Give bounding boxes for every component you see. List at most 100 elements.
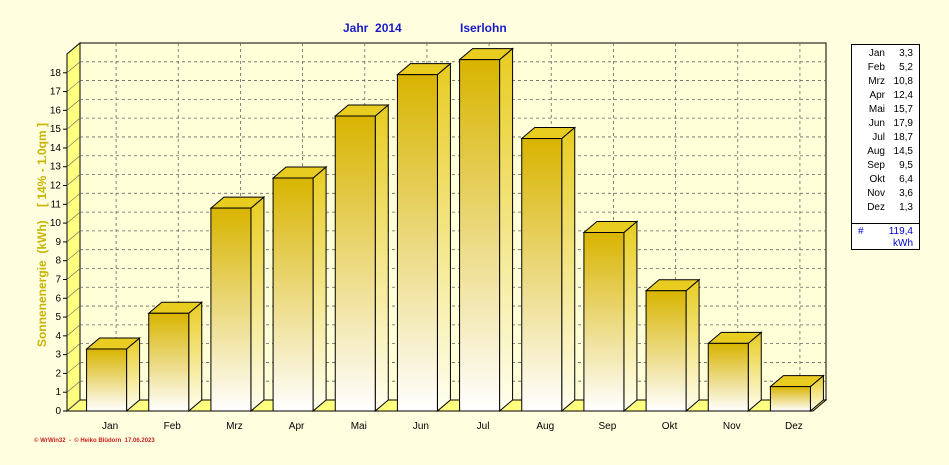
bar-side — [250, 195, 265, 413]
legend-row: Nov 3,6 — [852, 188, 919, 202]
chart-title-location: Iserlohn — [460, 21, 507, 35]
bar-side — [685, 278, 700, 413]
y-grid-wall-line — [66, 117, 81, 130]
x-tick-label: Apr — [289, 421, 305, 432]
legend-row: Aug 14,5 — [852, 146, 919, 160]
y-tick-label: 12 — [50, 181, 62, 192]
bar — [86, 348, 128, 412]
y-tick-label: 16 — [50, 105, 62, 116]
legend-month: Aug — [867, 146, 885, 157]
y-grid-wall-line — [66, 136, 81, 149]
bar — [645, 290, 687, 412]
legend-row: Apr 12,4 — [852, 90, 919, 104]
bar — [148, 312, 190, 412]
legend-value: 10,8 — [893, 76, 913, 87]
legend-month: Feb — [867, 62, 885, 73]
plot-back-wall — [79, 42, 827, 401]
y-tick-label: 2 — [55, 368, 61, 379]
legend-month: Okt — [869, 174, 885, 185]
y-tick-label: 6 — [55, 293, 61, 304]
y-tick-label: 8 — [55, 256, 61, 267]
legend-month: Apr — [869, 90, 885, 101]
y-tick-label: 18 — [50, 68, 62, 79]
chart-title-year: Jahr 2014 — [343, 21, 402, 35]
legend-month: Jul — [872, 132, 885, 143]
x-tick-label: Mai — [351, 421, 367, 432]
bar-side — [374, 103, 389, 413]
legend-row: Mai 15,7 — [852, 104, 919, 118]
bar-side — [499, 47, 514, 413]
bar — [210, 207, 252, 412]
legend-value: 3,6 — [899, 188, 913, 199]
legend-row: Jul 18,7 — [852, 132, 919, 146]
legend-month: Nov — [867, 188, 885, 199]
x-tick-label: Jun — [413, 421, 429, 432]
y-grid-wall-line — [66, 249, 81, 261]
x-tick-label: Aug — [536, 421, 554, 432]
legend-row: Mrz 10,8 — [852, 76, 919, 90]
x-tick-label: Dez — [785, 421, 803, 432]
x-tick-label: Jan — [102, 421, 118, 432]
y-grid-wall-line — [66, 193, 81, 205]
legend-value: 1,3 — [899, 202, 913, 213]
legend-total-symbol: # — [858, 226, 864, 237]
legend-row: Okt 6,4 — [852, 174, 919, 188]
y-grid-wall-line — [66, 61, 81, 74]
x-tick-label: Okt — [662, 421, 678, 432]
y-tick-label: 5 — [55, 312, 61, 323]
y-grid-wall-line — [66, 211, 81, 224]
legend-value: 9,5 — [899, 160, 913, 171]
bar — [707, 342, 749, 412]
legend-month: Jan — [868, 48, 885, 59]
x-tick-label: Sep — [599, 421, 617, 432]
bar-side — [747, 331, 762, 413]
legend-value: 14,5 — [893, 146, 913, 157]
bar — [334, 115, 376, 412]
bar — [459, 59, 501, 412]
legend-value: 17,9 — [893, 118, 913, 129]
copyright-footer: © WrWin32 - © Heiko Blüdorn 17.06.2023 — [34, 438, 155, 444]
y-tick-label: 4 — [55, 331, 61, 342]
legend-total-value: 119,4 — [888, 226, 913, 237]
y-grid-wall-line — [66, 174, 81, 186]
y-tick-label: 1 — [55, 387, 61, 398]
y-tick-label: 10 — [50, 218, 62, 229]
legend-month: Mai — [868, 104, 885, 115]
bar — [583, 232, 625, 412]
legend-month: Sep — [867, 160, 885, 171]
y-tick-label: 9 — [55, 237, 61, 248]
bar — [769, 386, 811, 412]
legend-row: Sep 9,5 — [852, 160, 919, 174]
y-grid-wall-line — [66, 287, 81, 299]
y-tick-label: 11 — [51, 199, 62, 210]
y-tick-label: 15 — [50, 124, 62, 135]
y-grid-wall-line — [66, 305, 81, 318]
y-grid-wall-line — [66, 268, 81, 280]
x-tick-label: Nov — [723, 421, 741, 432]
legend-value: 5,2 — [899, 62, 913, 73]
y-grid-wall-line — [66, 380, 81, 393]
legend-row: Feb 5,2 — [852, 62, 919, 76]
y-tick-label: 17 — [50, 87, 62, 98]
legend-row: Dez 1,3 — [852, 202, 919, 216]
legend-value: 18,7 — [893, 132, 913, 143]
x-tick-label: Mrz — [226, 421, 243, 432]
y-grid-wall-line — [66, 343, 81, 355]
legend-separator — [852, 223, 919, 224]
value-legend: Jan 3,3 Feb 5,2 Mrz 10,8 Apr 12,4 Mai 15,7 Jun 17,9… — [851, 44, 920, 250]
bar — [396, 74, 438, 412]
y-tick-label: 13 — [50, 162, 62, 173]
y-tick-label: 3 — [55, 350, 61, 361]
y-grid-wall-line — [66, 324, 81, 337]
bar-side — [436, 62, 451, 413]
y-tick-label: 14 — [50, 143, 62, 154]
y-grid-wall-line — [66, 155, 81, 167]
bar-side — [126, 336, 141, 413]
legend-value: 6,4 — [899, 174, 913, 185]
bar — [272, 177, 314, 412]
y-tick-label: 0 — [55, 406, 61, 417]
legend-total-unit: kWh — [893, 238, 913, 249]
legend-row: Jan 3,3 — [852, 48, 919, 62]
bar-side — [312, 165, 327, 413]
